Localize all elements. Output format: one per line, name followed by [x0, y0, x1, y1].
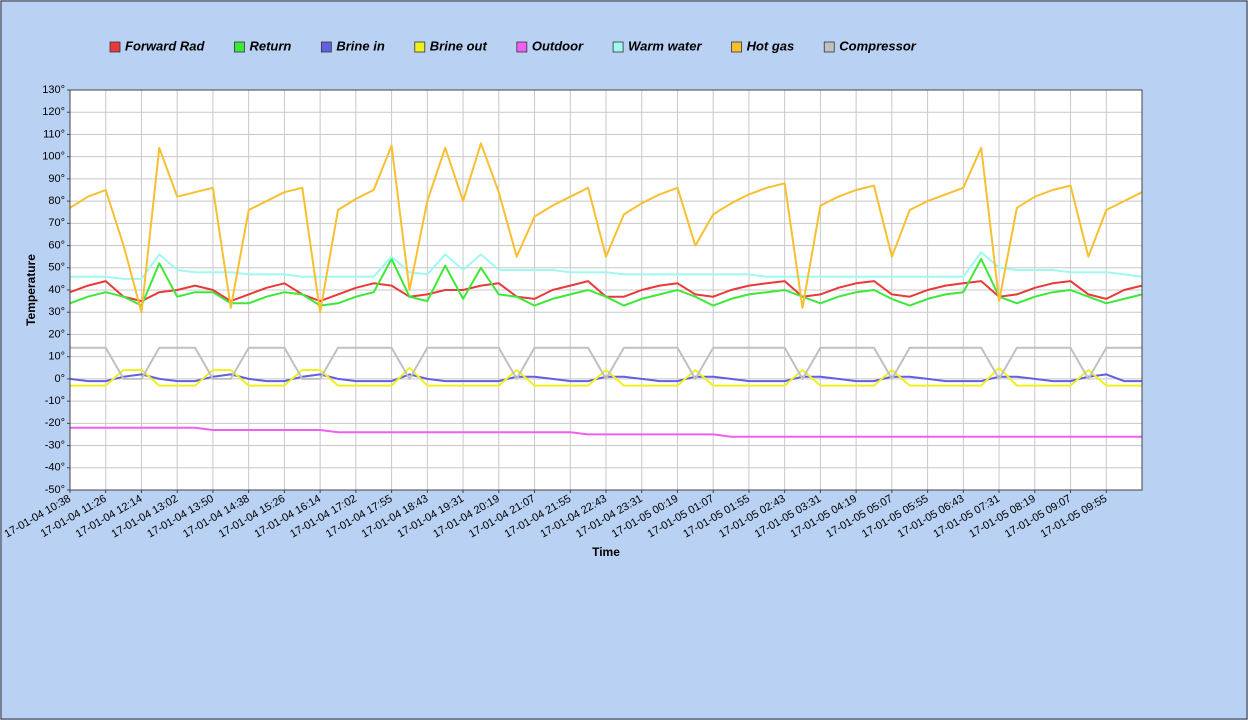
- legend-label: Brine out: [430, 38, 488, 53]
- y-tick-label: 30°: [48, 306, 65, 318]
- legend-label: Brine in: [336, 38, 384, 53]
- y-tick-label: 40°: [48, 284, 65, 296]
- legend-swatch: [823, 41, 835, 53]
- series-line: [70, 426, 1142, 438]
- y-tick-label: 60°: [48, 239, 65, 251]
- series-line: [69, 257, 1143, 307]
- y-tick-label: 0°: [54, 373, 65, 385]
- x-axis-title: Time: [592, 545, 620, 559]
- series-line: [70, 346, 1142, 380]
- y-tick-label: 110°: [43, 128, 65, 140]
- y-tick-label: 20°: [48, 328, 65, 340]
- legend-label: Hot gas: [747, 38, 795, 53]
- y-tick-label: -40°: [45, 462, 65, 474]
- legend-swatch: [414, 41, 426, 53]
- y-tick-label: 90°: [48, 173, 65, 185]
- series-line: [69, 142, 1143, 314]
- legend-swatch: [731, 41, 742, 53]
- y-tick-label: -50°: [45, 484, 65, 496]
- legend-label: Forward Rad: [125, 38, 206, 53]
- y-axis-title: Temperature: [24, 254, 38, 326]
- series-line: [69, 373, 1142, 383]
- series-line: [70, 366, 1142, 387]
- legend-swatch: [234, 41, 245, 53]
- legend-label: Outdoor: [532, 38, 584, 53]
- y-tick-label: 80°: [48, 195, 65, 207]
- y-tick-label: 120°: [42, 106, 65, 118]
- y-tick-label: -10°: [45, 395, 65, 407]
- y-tick-label: -20°: [45, 417, 65, 429]
- y-tick-label: 50°: [48, 262, 65, 274]
- legend-label: Warm water: [628, 38, 702, 53]
- legend-label: Return: [249, 38, 291, 53]
- y-tick-label: 130°: [42, 84, 65, 96]
- y-tick-label: 10°: [48, 351, 65, 363]
- y-tick-label: 70°: [48, 217, 65, 229]
- legend-swatch: [516, 41, 528, 53]
- legend-swatch: [612, 41, 624, 53]
- legend: Forward Rad Return Brine in Brine out Outdoo…: [109, 38, 917, 53]
- legend-label: Compressor: [839, 38, 917, 53]
- y-tick-label: 100°: [42, 151, 65, 163]
- legend-swatch: [109, 41, 121, 53]
- legend-swatch: [320, 41, 332, 53]
- y-tick-label: -30°: [45, 439, 65, 451]
- series-line: [70, 251, 1143, 280]
- lines: [69, 142, 1143, 438]
